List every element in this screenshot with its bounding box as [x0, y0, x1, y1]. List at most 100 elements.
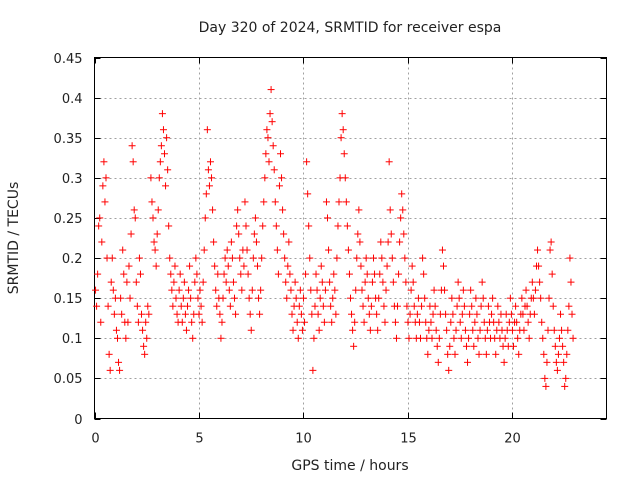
- data-point: [314, 310, 322, 318]
- data-point: [562, 374, 570, 382]
- data-point: [248, 286, 256, 294]
- data-point: [295, 302, 303, 310]
- data-point: [330, 270, 338, 278]
- data-point: [520, 326, 528, 334]
- data-point: [319, 302, 327, 310]
- data-point: [217, 334, 225, 342]
- data-point: [403, 302, 411, 310]
- data-point: [93, 302, 101, 310]
- data-point: [421, 294, 429, 302]
- data-point: [147, 174, 155, 182]
- data-point: [175, 286, 183, 294]
- data-point: [192, 254, 200, 262]
- data-point: [317, 262, 325, 270]
- data-point: [157, 142, 165, 150]
- data-point: [356, 238, 364, 246]
- data-point: [568, 310, 576, 318]
- data-point: [400, 230, 408, 238]
- x-tick-label: 0: [91, 432, 99, 447]
- data-point: [495, 318, 503, 326]
- data-point: [468, 302, 476, 310]
- data-point: [420, 270, 428, 278]
- data-point: [284, 262, 292, 270]
- data-point: [327, 302, 335, 310]
- x-tick-label: 20: [504, 432, 521, 447]
- data-point: [191, 278, 199, 286]
- data-point: [456, 318, 464, 326]
- data-point: [560, 358, 568, 366]
- data-point: [365, 310, 373, 318]
- data-point: [112, 326, 120, 334]
- data-point: [427, 318, 435, 326]
- data-point: [553, 366, 561, 374]
- data-point: [462, 342, 470, 350]
- data-point: [128, 142, 136, 150]
- data-point: [297, 310, 305, 318]
- data-point: [311, 302, 319, 310]
- data-point: [117, 294, 125, 302]
- data-point: [439, 262, 447, 270]
- data-point: [198, 318, 206, 326]
- data-point: [178, 318, 186, 326]
- data-point: [213, 302, 221, 310]
- data-point: [359, 302, 367, 310]
- data-point: [145, 310, 153, 318]
- data-point: [368, 278, 376, 286]
- data-point: [97, 318, 105, 326]
- data-point: [406, 310, 414, 318]
- data-point: [512, 302, 520, 310]
- data-point: [241, 198, 249, 206]
- data-point: [298, 326, 306, 334]
- data-point: [222, 278, 230, 286]
- data-point: [310, 334, 318, 342]
- data-point: [484, 302, 492, 310]
- data-point: [441, 286, 449, 294]
- data-point: [399, 206, 407, 214]
- axis-ticks: 0 0.05 0.1 0.15 0.2 0.25 0.3 0.35 0.4 0.45 0 5 10 15 2…: [54, 52, 607, 447]
- data-point: [270, 166, 278, 174]
- data-point: [428, 334, 436, 342]
- data-point: [444, 350, 452, 358]
- data-point: [386, 206, 394, 214]
- data-point: [347, 294, 354, 302]
- data-point: [376, 270, 384, 278]
- y-tick-label: 0.45: [54, 52, 83, 67]
- data-point: [119, 246, 127, 254]
- data-point: [260, 198, 268, 206]
- data-point: [304, 190, 312, 198]
- data-point: [151, 246, 159, 254]
- data-point: [448, 294, 456, 302]
- data-point: [488, 310, 496, 318]
- data-point: [308, 310, 316, 318]
- data-point: [569, 334, 577, 342]
- data-point: [156, 158, 164, 166]
- data-point: [199, 278, 207, 286]
- data-point: [106, 366, 114, 374]
- data-point: [351, 318, 359, 326]
- data-point: [218, 318, 226, 326]
- data-point: [506, 294, 514, 302]
- data-point: [388, 254, 396, 262]
- y-axis-label: SRMTID / TECUs: [6, 182, 22, 295]
- data-point: [341, 174, 349, 182]
- data-point: [150, 238, 158, 246]
- data-point: [307, 286, 315, 294]
- data-point: [349, 326, 357, 334]
- data-point: [465, 334, 473, 342]
- data-point: [494, 302, 502, 310]
- data-point: [263, 126, 271, 134]
- data-point: [238, 286, 246, 294]
- data-point: [316, 294, 324, 302]
- data-point: [170, 278, 178, 286]
- data-point: [229, 278, 237, 286]
- data-point: [187, 294, 195, 302]
- data-point: [274, 270, 282, 278]
- x-tick-label: 15: [400, 432, 417, 447]
- data-point: [555, 334, 563, 342]
- data-point: [143, 334, 151, 342]
- data-point: [492, 350, 500, 358]
- data-point: [271, 198, 279, 206]
- data-point: [306, 254, 314, 262]
- y-tick-label: 0.3: [62, 172, 83, 187]
